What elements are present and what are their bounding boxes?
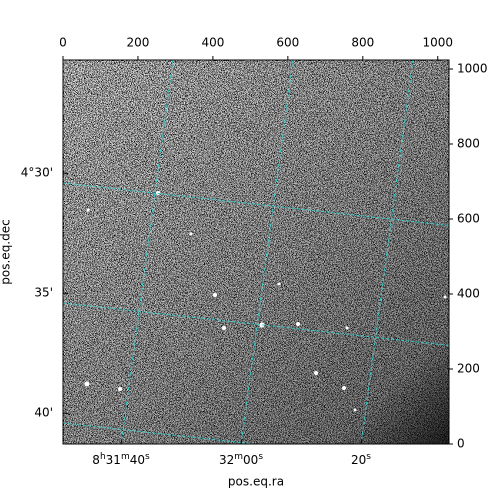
y-tick-label: 1000	[457, 62, 488, 76]
ra-tick	[240, 438, 243, 445]
y-tick-label: 600	[457, 212, 480, 226]
x-tick-label: 800	[351, 36, 374, 50]
ra-tick-label: 32m00s	[219, 452, 263, 467]
y-axis-label: pos.eq.dec	[0, 219, 13, 284]
x-tick-label: 600	[276, 36, 299, 50]
dec-tick	[62, 292, 69, 294]
x-tick-label: 400	[201, 36, 224, 50]
ra-tick	[120, 438, 123, 445]
y-tick-label: 0	[457, 437, 465, 451]
dec-tick-label: 35'	[34, 286, 53, 300]
sky-image	[63, 60, 449, 444]
dec-tick-label: 40'	[34, 406, 53, 420]
ra-tick-label: 8h31m40s	[92, 452, 150, 467]
ra-tick-label: 20s	[351, 452, 371, 467]
y-tick-label: 200	[457, 362, 480, 376]
x-tick-label: 0	[59, 36, 67, 50]
x-tick-label: 200	[126, 36, 149, 50]
y-tick-label: 400	[457, 287, 480, 301]
plot-frame	[62, 59, 450, 445]
dec-tick	[62, 172, 69, 174]
ra-tick	[360, 438, 363, 445]
dec-tick	[62, 412, 69, 414]
dec-tick-label: 4°30'	[21, 166, 53, 180]
stars	[84, 191, 447, 412]
y-tick-label: 800	[457, 137, 480, 151]
x-axis-label: pos.eq.ra	[228, 475, 284, 489]
x-tick-label: 1000	[422, 36, 453, 50]
